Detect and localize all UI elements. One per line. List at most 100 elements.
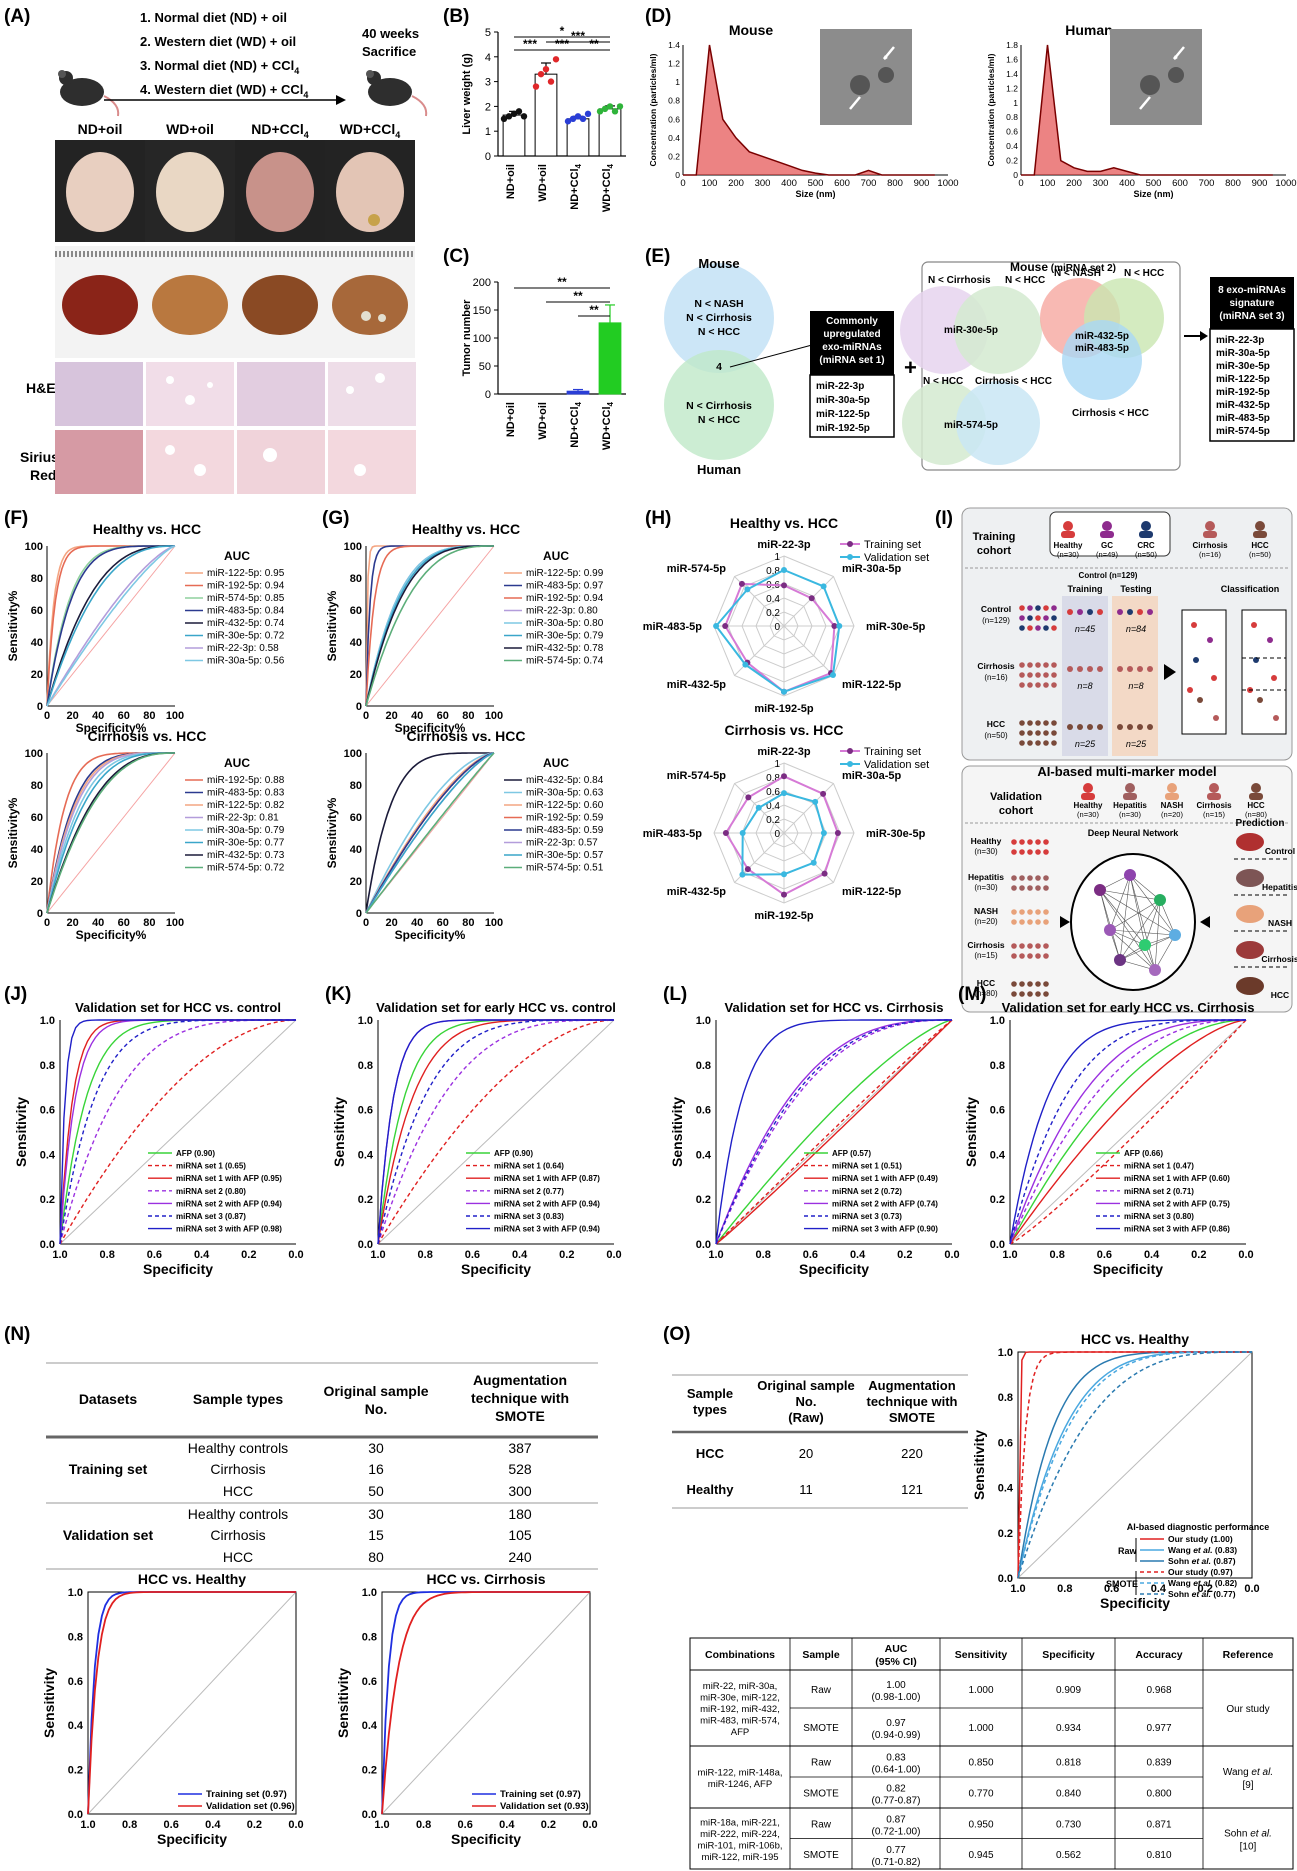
o-accuracy: 0.800 bbox=[1146, 1789, 1171, 1800]
person-dot bbox=[1035, 605, 1041, 611]
person-dot bbox=[1117, 609, 1123, 615]
validation-cohort-2: cohort bbox=[999, 805, 1034, 817]
x-axis-label: Specificity% bbox=[395, 721, 466, 735]
legend-label: miR-122-5p: 0.60 bbox=[526, 800, 604, 811]
y-tick-label: 0.0 bbox=[696, 1239, 711, 1251]
chart-title: Healthy vs. HCC bbox=[93, 521, 201, 537]
y-tick-label: 0.4 bbox=[358, 1149, 374, 1161]
cohort-row-n: (n=16) bbox=[984, 673, 1008, 682]
roc-j: Validation set for HCC vs. control1.00.0… bbox=[13, 1000, 304, 1277]
roc-curve bbox=[715, 1019, 953, 1245]
panel-label-h: (H) bbox=[645, 508, 671, 529]
nta-human-chart: Human 0 0.2 0.4 0.6 0.8 1 1.2 1.4 1.6 1.8 0 100 200 30… bbox=[986, 22, 1297, 199]
x-tick-label: 0 bbox=[44, 917, 50, 929]
y-tick-label: 0.8 bbox=[990, 1060, 1005, 1072]
person-dot bbox=[1043, 672, 1049, 678]
group-n: (n=30) bbox=[1077, 810, 1099, 819]
n-train: n=8 bbox=[1077, 681, 1092, 691]
x-tick-label: 0.2 bbox=[897, 1249, 912, 1261]
x-tick-label: 80 bbox=[462, 917, 474, 929]
sig-label: * bbox=[560, 24, 565, 38]
person-dot bbox=[1027, 682, 1033, 688]
y-tick-label: 4 bbox=[485, 52, 491, 64]
legend-label: miRNA set 3 with AFP (0.90) bbox=[832, 1225, 938, 1234]
roc-curve bbox=[1009, 1019, 1246, 1245]
set1-title-1: Commonly bbox=[826, 316, 878, 327]
roc-curve bbox=[46, 545, 176, 707]
n-sample-type: HCC bbox=[223, 1483, 253, 1499]
person-icon bbox=[1102, 521, 1112, 531]
legend-label: miRNA set 2 with AFP (0.75) bbox=[1124, 1199, 1230, 1208]
radar-point bbox=[722, 623, 729, 629]
person-dot bbox=[1117, 724, 1123, 730]
y-tick-label: 20 bbox=[350, 669, 362, 681]
y-tick-label: 20 bbox=[31, 876, 43, 888]
y-tick-label: 0 bbox=[675, 170, 680, 180]
y-tick-label: 0.8 bbox=[1006, 112, 1018, 122]
o-combination-line: miR-222, miR-224, bbox=[700, 1829, 780, 1840]
network-edge bbox=[1109, 929, 1146, 946]
person-dot bbox=[1027, 672, 1033, 678]
person-dot bbox=[1019, 740, 1025, 746]
network-edge bbox=[1119, 874, 1131, 961]
x-tick-label: 1.0 bbox=[374, 1819, 389, 1831]
y-tick-label: 0.6 bbox=[998, 1437, 1013, 1449]
radar-point bbox=[781, 790, 787, 797]
network-node bbox=[1139, 939, 1151, 951]
network-node bbox=[1124, 869, 1136, 881]
x-axis-label: Specificity bbox=[1100, 1595, 1170, 1611]
data-point bbox=[510, 110, 518, 118]
person-dot bbox=[1027, 953, 1033, 959]
radar-spoke bbox=[783, 625, 834, 676]
radar-point bbox=[745, 794, 752, 801]
n-sample-type: Cirrhosis bbox=[210, 1527, 265, 1543]
nta-title: Human bbox=[1065, 22, 1112, 38]
set3-mir-2: miR-30a-5p bbox=[1216, 348, 1270, 359]
data-point bbox=[547, 78, 555, 85]
radar-tick: 0 bbox=[774, 829, 780, 840]
y-tick-label: 0 bbox=[356, 908, 362, 920]
radar-point bbox=[738, 580, 745, 587]
radar-point bbox=[834, 830, 841, 836]
radar-axis-label: miR-122-5p bbox=[842, 679, 902, 691]
y-axis-label: Sensitivity bbox=[335, 1668, 351, 1738]
set3-title-3: (miRNA set 3) bbox=[1219, 311, 1284, 322]
x-tick-label: 0.6 bbox=[458, 1819, 473, 1831]
group-name: Healthy bbox=[1054, 541, 1083, 550]
person-icon bbox=[1251, 783, 1261, 793]
o-auc: 0.82 bbox=[886, 1784, 906, 1795]
panel-a: (A) 1. Normal diet (ND) + oil 2. Western… bbox=[4, 6, 428, 494]
legend-label: miR-30e-5p: 0.79 bbox=[526, 631, 604, 642]
x-tick-label: 700 bbox=[861, 178, 877, 189]
o-combination-line: miR-1246, AFP bbox=[708, 1779, 772, 1790]
person-icon bbox=[1209, 783, 1219, 793]
x-tick-label: 0.4 bbox=[1151, 1583, 1167, 1595]
x-tick-label: 0.4 bbox=[205, 1819, 221, 1831]
prediction-label: Prediction bbox=[1236, 818, 1285, 829]
diagonal bbox=[377, 1019, 615, 1245]
nta-area bbox=[1021, 45, 1286, 175]
legend-label: miR-30e-5p: 0.77 bbox=[207, 838, 285, 849]
roc-curve bbox=[1017, 1351, 1252, 1579]
x-tick-label: 20 bbox=[66, 917, 78, 929]
legend-label: miRNA set 2 (0.77) bbox=[494, 1187, 564, 1196]
venn2-left: N < HCC bbox=[923, 376, 963, 387]
n-original: 30 bbox=[368, 1440, 384, 1456]
x-tick-label: 0 bbox=[363, 917, 369, 929]
legend-label: miR-432-5p: 0.74 bbox=[207, 618, 285, 629]
radar-tick: 0.2 bbox=[766, 608, 780, 619]
x-axis-label: Specificity bbox=[143, 1261, 213, 1277]
data-point bbox=[579, 115, 587, 123]
person-dot bbox=[1043, 885, 1049, 891]
person-dot bbox=[1027, 885, 1033, 891]
data-point bbox=[552, 56, 560, 63]
stain-red: Red bbox=[30, 467, 56, 483]
y-tick-label: 0 bbox=[485, 389, 491, 401]
person-dot bbox=[1019, 849, 1025, 855]
network-edge bbox=[1099, 889, 1146, 946]
testing-band bbox=[1112, 596, 1158, 756]
control-label: Control (n=129) bbox=[1079, 571, 1138, 580]
chart-title: HCC vs. Cirrhosis bbox=[426, 1571, 545, 1587]
radar-point bbox=[781, 582, 787, 589]
